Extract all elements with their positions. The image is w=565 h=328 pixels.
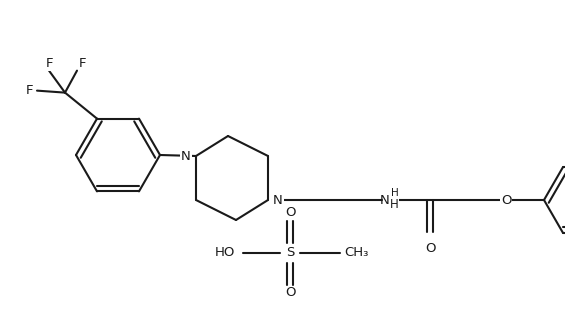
Text: N: N [380,194,390,207]
Text: O: O [501,194,511,207]
Text: S: S [286,247,294,259]
Text: H: H [391,188,399,198]
Text: F: F [78,57,86,70]
Text: H: H [390,197,398,211]
Text: CH₃: CH₃ [344,247,368,259]
Text: F: F [25,84,33,97]
Text: O: O [425,241,435,255]
Text: O: O [285,286,295,299]
Text: O: O [285,207,295,219]
Text: N: N [273,194,283,207]
Text: N: N [181,150,191,162]
Text: HO: HO [215,247,235,259]
Text: F: F [45,57,53,70]
